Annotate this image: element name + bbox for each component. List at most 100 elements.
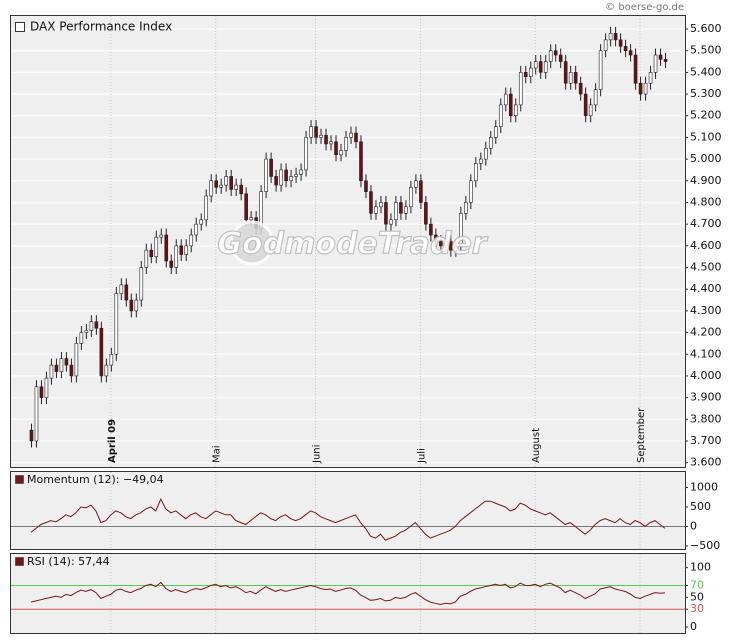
x-tick-label: August [531, 428, 542, 463]
momentum-panel [10, 471, 686, 550]
credit: © boerse-go.de [605, 2, 684, 13]
candle-body [244, 193, 248, 221]
y-tick-label: 4.100 [690, 347, 722, 360]
candle-body [573, 72, 578, 84]
candle-body [164, 234, 169, 262]
y-tick-label: 500 [690, 500, 711, 513]
candle-body [154, 236, 159, 257]
candle-body [309, 126, 313, 138]
candle-body [159, 234, 164, 238]
candle-body [174, 245, 179, 268]
candle-body [264, 158, 268, 192]
legend-label: Momentum (12): −49,04 [27, 473, 164, 486]
candle-body [74, 343, 79, 377]
y-tick-label: 5.300 [690, 87, 722, 100]
candle-body [44, 377, 49, 398]
candle-body [304, 137, 308, 171]
candle-body [299, 169, 303, 175]
y-tick-label: 3.700 [690, 434, 722, 447]
candle-body [359, 141, 363, 182]
candle-body [454, 245, 458, 251]
candle-body [548, 50, 553, 62]
watermark-logo [229, 220, 275, 266]
candle-body [249, 217, 253, 221]
candle-body [129, 299, 134, 312]
candle-body [488, 137, 493, 149]
candle-body [124, 284, 129, 301]
candle-body [593, 89, 598, 106]
candle-body [119, 284, 124, 294]
x-tick-label: Mai [212, 445, 223, 463]
chart-title: DAX Performance Index [30, 20, 172, 34]
legend-swatch [15, 475, 24, 484]
candle-body [344, 137, 348, 151]
candle-body [219, 184, 223, 188]
candle-body [449, 241, 453, 251]
candle-body [563, 61, 568, 84]
y-tick-label: 5.600 [690, 22, 722, 35]
candle-body [533, 61, 538, 69]
candle-body [424, 202, 428, 225]
y-tick-label: 30 [690, 602, 704, 615]
candle-body [49, 364, 54, 379]
candle-body [214, 180, 218, 188]
candle-body [139, 267, 144, 301]
y-tick-label: 4.400 [690, 282, 722, 295]
candle-body [59, 358, 64, 372]
y-tick-label: 5.500 [690, 44, 722, 57]
candle-body [474, 163, 478, 182]
candle-body [189, 234, 194, 247]
y-tick-label: 4.900 [690, 174, 722, 187]
candle-body [324, 134, 328, 145]
y-tick-label: 5.100 [690, 130, 722, 143]
candle-body [633, 54, 638, 84]
x-tick-label: April 09 [107, 419, 118, 463]
candle-body [64, 358, 69, 366]
candle-body [134, 299, 139, 312]
y-tick-label: 5.000 [690, 152, 722, 165]
candle-body [404, 206, 408, 214]
y-tick-label: 5.200 [690, 109, 722, 122]
candle-body [568, 72, 573, 84]
candle-body [194, 223, 199, 236]
candle-body [618, 39, 623, 47]
candle-body [528, 67, 533, 78]
candle-body [94, 321, 99, 329]
watermark-text: GodmodeTrader [217, 227, 488, 262]
candle-body [144, 249, 149, 268]
candle-body [434, 234, 438, 242]
candle-body [184, 245, 189, 255]
rsi-panel [10, 553, 686, 634]
candle-body [553, 50, 558, 56]
title-box [15, 22, 25, 32]
legend-swatch [15, 557, 24, 566]
candle-body [339, 150, 343, 156]
candle-body [29, 429, 34, 442]
y-tick-label: 5.400 [690, 65, 722, 78]
candle-body [369, 191, 373, 214]
candle-body [34, 386, 39, 442]
candle-body [239, 184, 243, 195]
candle-body [623, 46, 628, 51]
x-tick-label: September [636, 407, 647, 463]
candle-body [269, 158, 273, 177]
candle-body [294, 173, 298, 177]
candle-body [543, 61, 548, 73]
y-tick-label: 100 [690, 561, 711, 574]
candle-body [314, 126, 318, 138]
candle-body [663, 59, 668, 62]
candle-body [334, 141, 338, 156]
x-tick-label: Juni [312, 445, 323, 464]
candle-body [538, 61, 543, 73]
series-line [30, 581, 666, 606]
candle-body [84, 330, 89, 333]
candle-body [234, 184, 238, 190]
y-tick-label: 1000 [690, 481, 718, 494]
candle-body [389, 219, 393, 225]
candle-body [99, 327, 104, 377]
candle-body [419, 180, 423, 203]
candle-body [89, 321, 94, 331]
candle-body [169, 260, 174, 268]
price-panel [10, 15, 686, 468]
